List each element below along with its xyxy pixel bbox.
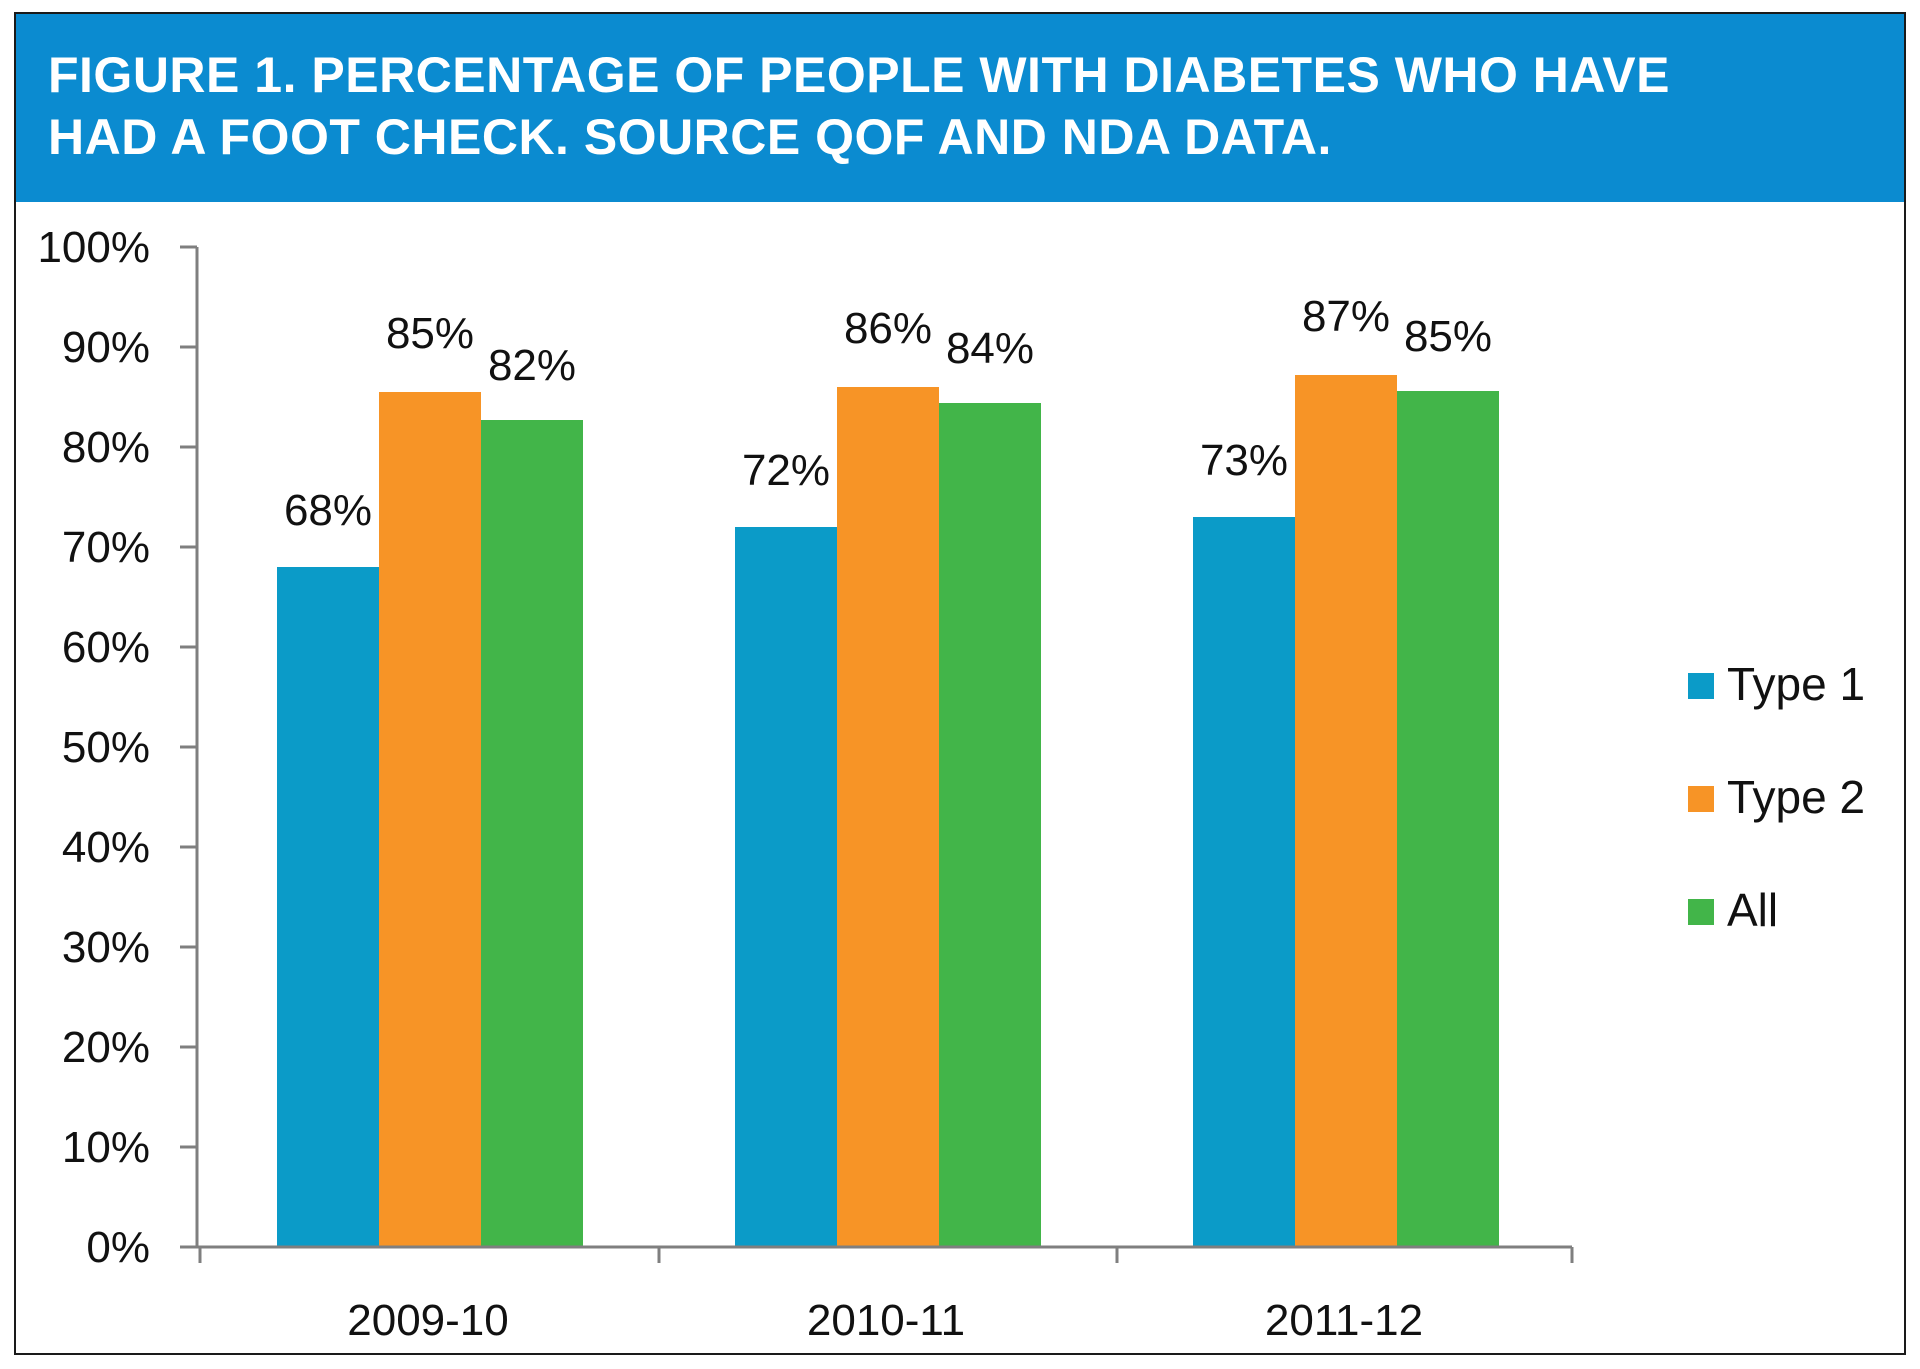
bar-type-2-2009-10 — [379, 392, 481, 1247]
y-tick-label-60: 60% — [62, 623, 150, 672]
data-label-all-2010-11: 84% — [946, 324, 1034, 373]
data-label-type-2-2009-10: 85% — [386, 309, 474, 358]
figure-title-line-1: FIGURE 1. PERCENTAGE OF PEOPLE WITH DIAB… — [48, 47, 1670, 103]
legend-swatch-all — [1688, 899, 1714, 925]
bar-type-2-2010-11 — [837, 387, 939, 1247]
data-label-type-2-2010-11: 86% — [844, 304, 932, 353]
x-tick-label-2009-10: 2009-10 — [347, 1296, 508, 1345]
legend-swatch-type-2 — [1688, 786, 1714, 812]
x-tick-label-2011-12: 2011-12 — [1265, 1296, 1423, 1345]
data-label-all-2009-10: 82% — [488, 341, 576, 390]
y-tick-label-10: 10% — [62, 1123, 150, 1172]
bar-all-2011-12 — [1397, 391, 1499, 1247]
data-label-type-1-2009-10: 68% — [284, 486, 372, 535]
data-label-all-2011-12: 85% — [1404, 312, 1492, 361]
legend-label-all: All — [1727, 884, 1778, 936]
y-tick-label-0: 0% — [86, 1223, 150, 1272]
y-tick-label-40: 40% — [62, 823, 150, 872]
data-label-type-1-2010-11: 72% — [742, 446, 830, 495]
bar-type-1-2010-11 — [735, 527, 837, 1247]
y-tick-label-100: 100% — [37, 223, 150, 272]
figure-header: FIGURE 1. PERCENTAGE OF PEOPLE WITH DIAB… — [16, 14, 1904, 202]
legend-label-type-2: Type 2 — [1727, 771, 1865, 823]
bar-type-1-2011-12 — [1193, 517, 1295, 1247]
bar-type-1-2009-10 — [277, 567, 379, 1247]
legend-label-type-1: Type 1 — [1727, 658, 1865, 710]
x-tick-label-2010-11: 2010-11 — [807, 1296, 965, 1345]
data-label-type-2-2011-12: 87% — [1302, 292, 1390, 341]
y-tick-label-20: 20% — [62, 1023, 150, 1072]
y-tick-label-70: 70% — [62, 523, 150, 572]
bar-all-2009-10 — [481, 420, 583, 1247]
y-tick-label-90: 90% — [62, 323, 150, 372]
bar-all-2010-11 — [939, 403, 1041, 1247]
y-tick-label-80: 80% — [62, 423, 150, 472]
bar-type-2-2011-12 — [1295, 375, 1397, 1247]
data-label-type-1-2011-12: 73% — [1200, 436, 1288, 485]
figure-title-line-2: HAD A FOOT CHECK. SOURCE QOF AND NDA DAT… — [48, 109, 1332, 165]
legend-swatch-type-1 — [1688, 673, 1714, 699]
y-tick-label-30: 30% — [62, 923, 150, 972]
y-tick-label-50: 50% — [62, 723, 150, 772]
figure-title: FIGURE 1. PERCENTAGE OF PEOPLE WITH DIAB… — [48, 44, 1872, 168]
